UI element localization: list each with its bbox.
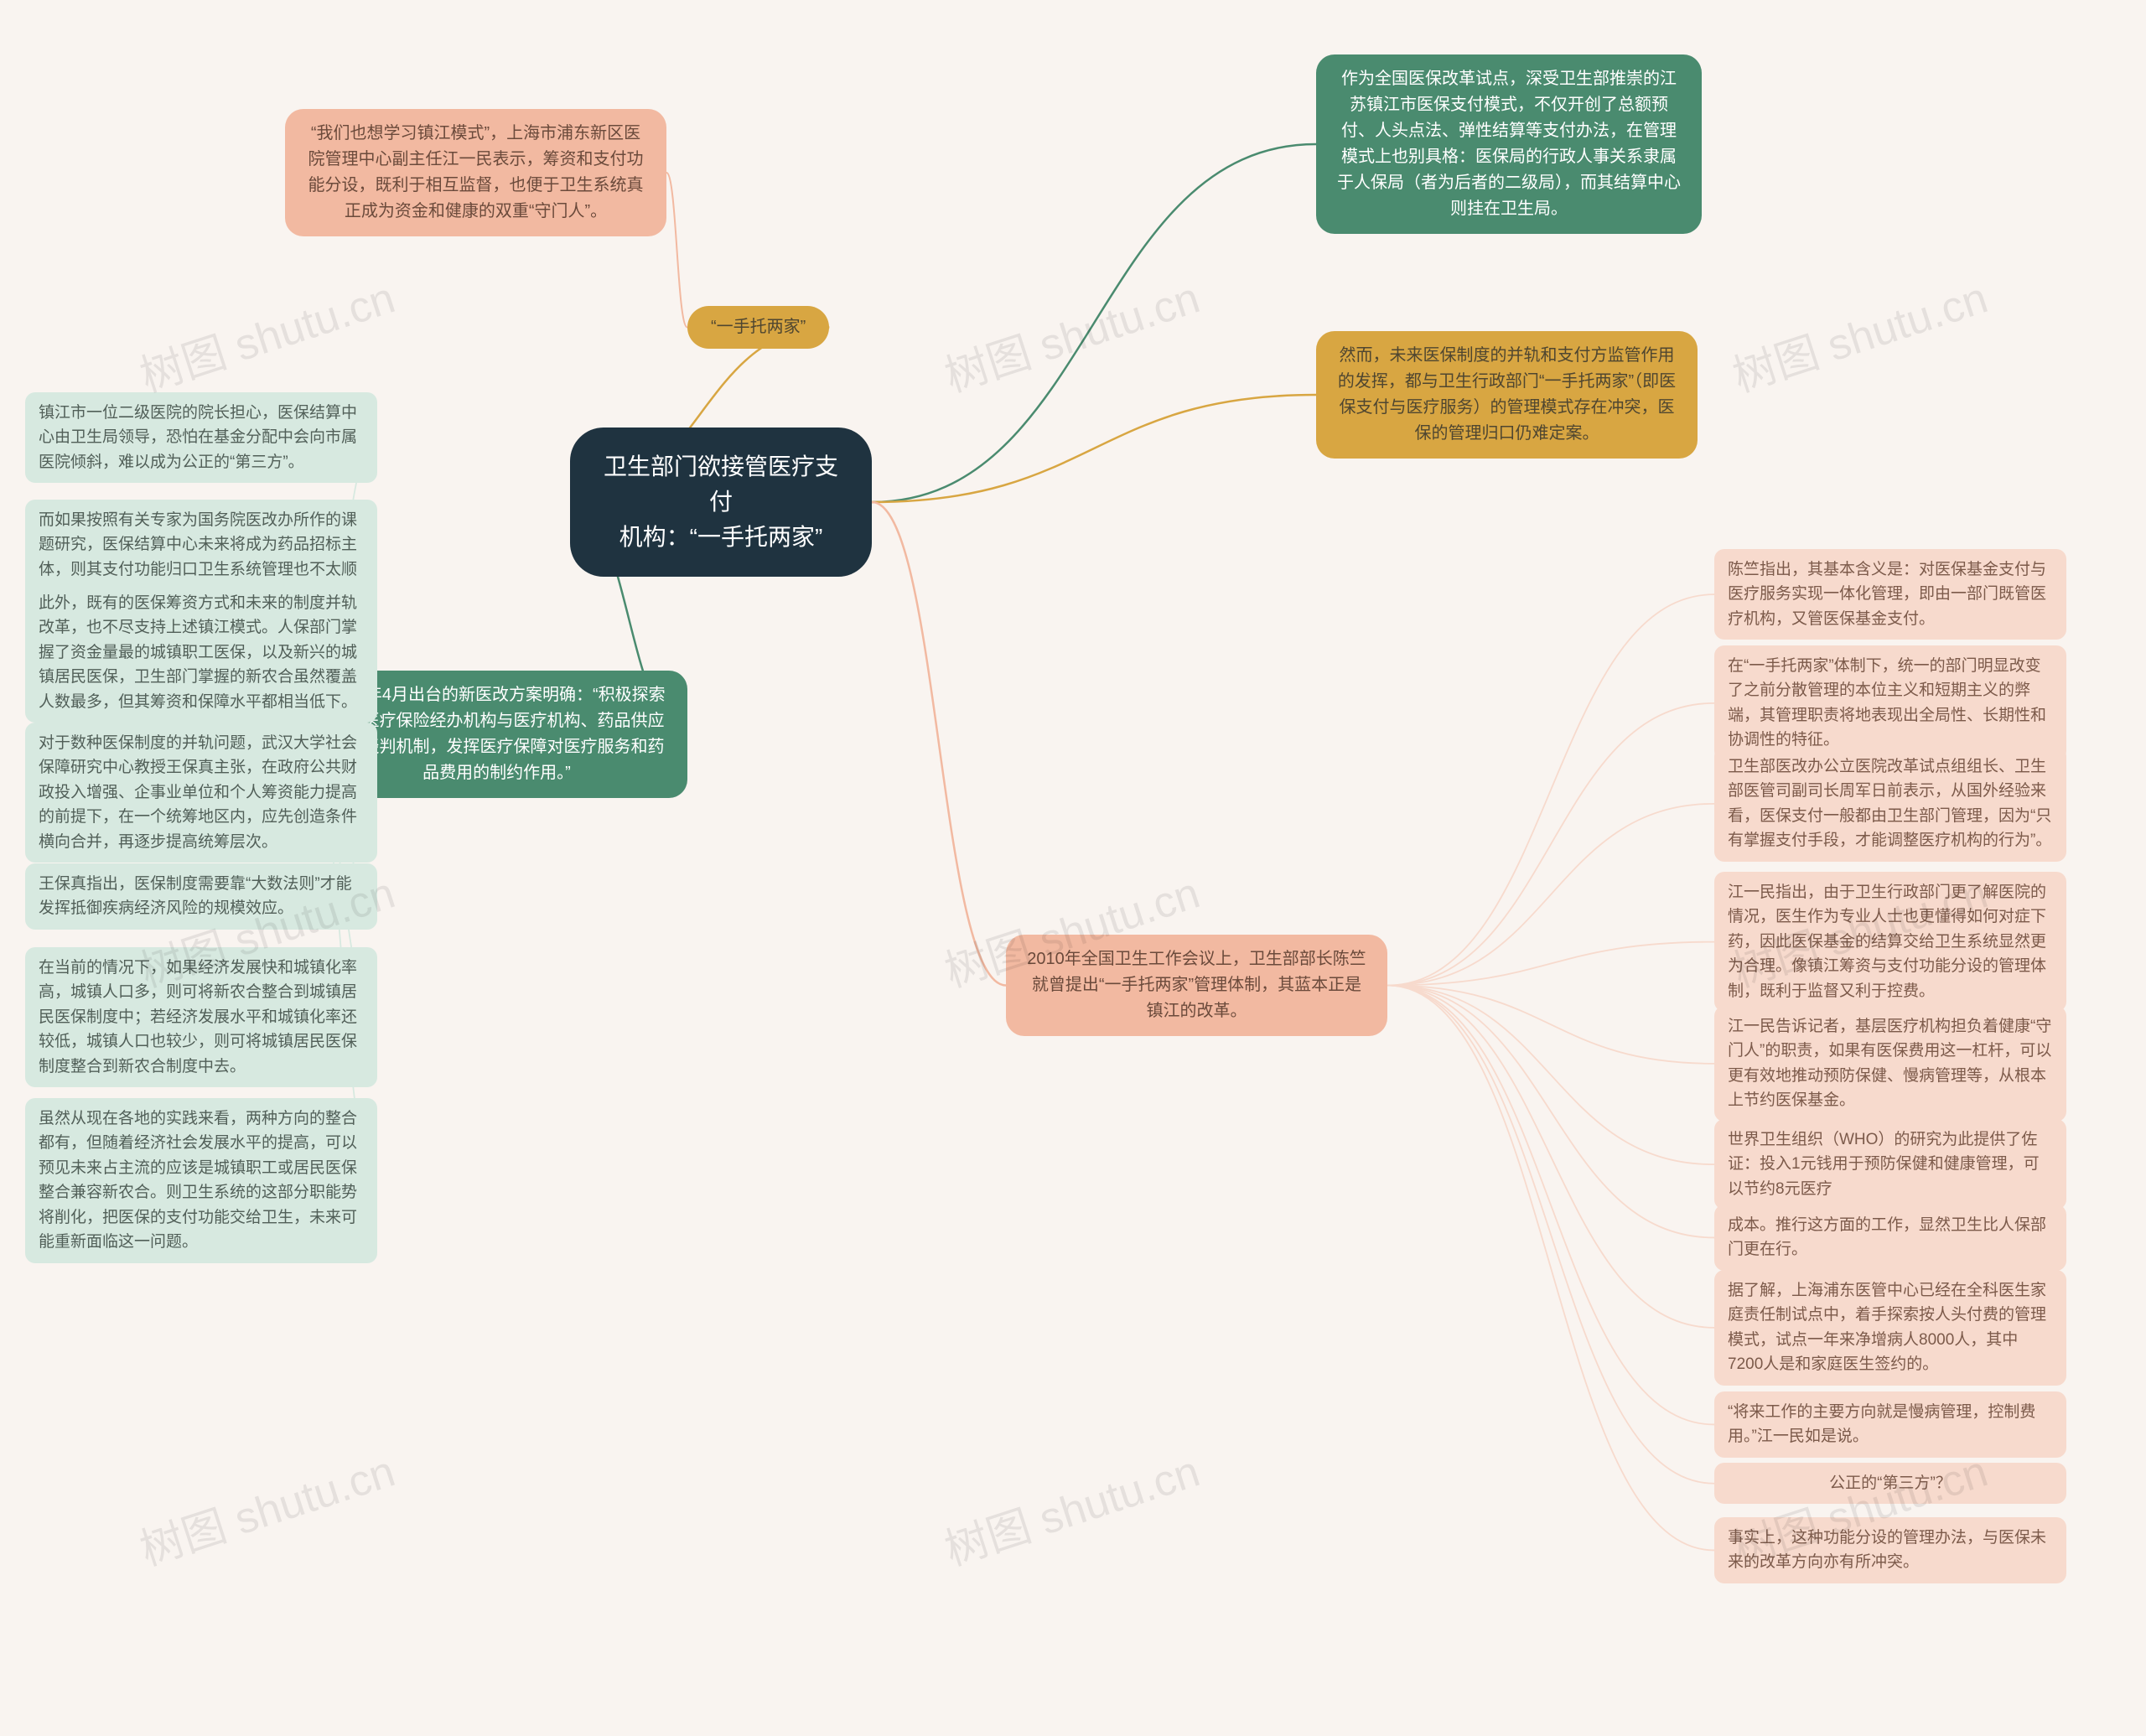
watermark: 树图 shutu.cn xyxy=(131,262,402,404)
right-leaf-1: 在“一手托两家”体制下，统一的部门明显改变了之前分散管理的本位主义和短期主义的弊… xyxy=(1714,645,2066,761)
right-leaf-8: “将来工作的主要方向就是慢病管理，控制费用。”江一民如是说。 xyxy=(1714,1391,2066,1458)
right-leaf-9: 公正的“第三方”？ xyxy=(1714,1463,2066,1504)
right-leaf-4: 江一民告诉记者，基层医疗机构担负着健康“守门人”的职责，如果有医保费用这一杠杆，… xyxy=(1714,1006,2066,1122)
left-leaf-6: 虽然从现在各地的实践来看，两种方向的整合都有，但随着经济社会发展水平的提高，可以… xyxy=(25,1098,377,1263)
watermark: 树图 shutu.cn xyxy=(936,1436,1206,1578)
root-node: 卫生部门欲接管医疗支付 机构：“一手托两家” xyxy=(570,428,872,577)
right-leaf-3: 江一民指出，由于卫生行政部门更了解医院的情况，医生作为专业人士也更懂得如何对症下… xyxy=(1714,872,2066,1012)
right-leaf-6: 成本。推行这方面的工作，显然卫生比人保部门更在行。 xyxy=(1714,1205,2066,1271)
right-leaf-0: 陈竺指出，其基本含义是：对医保基金支付与医疗服务实现一体化管理，即由一部门既管医… xyxy=(1714,549,2066,640)
right-leaf-2: 卫生部医改办公立医院改革试点组组长、卫生部医管司副司长周军日前表示，从国外经验来… xyxy=(1714,746,2066,862)
left-leaf-4: 王保真指出，医保制度需要靠“大数法则”才能发挥抵御疾病经济风险的规模效应。 xyxy=(25,863,377,930)
branch-conflict: 然而，未来医保制度的并轨和支付方监管作用的发挥，都与卫生行政部门“一手托两家”（… xyxy=(1316,331,1698,459)
right-leaf-10: 事实上，这种功能分设的管理办法，与医保未来的改革方向亦有所冲突。 xyxy=(1714,1517,2066,1583)
right-leaf-7: 据了解，上海浦东医管中心已经在全科医生家庭责任制试点中，着手探索按人头付费的管理… xyxy=(1714,1270,2066,1386)
branch-2010-meeting: 2010年全国卫生工作会议上，卫生部部长陈竺就曾提出“一手托两家”管理体制，其蓝… xyxy=(1006,935,1387,1036)
left-leaf-5: 在当前的情况下，如果经济发展快和城镇化率高，城镇人口多，则可将新农合整合到城镇居… xyxy=(25,947,377,1087)
left-leaf-0: 镇江市一位二级医院的院长担心，医保结算中心由卫生局领导，恐怕在基金分配中会向市属… xyxy=(25,392,377,483)
branch-tag-one-hand: “一手托两家” xyxy=(687,306,829,349)
mindmap-canvas: 卫生部门欲接管医疗支付 机构：“一手托两家” 作为全国医保改革试点，深受卫生部推… xyxy=(0,0,2146,1736)
left-leaf-3: 对于数种医保制度的并轨问题，武汉大学社会保障研究中心教授王保真主张，在政府公共财… xyxy=(25,723,377,863)
watermark: 树图 shutu.cn xyxy=(936,262,1206,404)
branch-zhenjiang-model: 作为全国医保改革试点，深受卫生部推崇的江苏镇江市医保支付模式，不仅开创了总额预付… xyxy=(1316,54,1702,234)
watermark: 树图 shutu.cn xyxy=(1724,262,1994,404)
right-leaf-5: 世界卫生组织（WHO）的研究为此提供了佐证：投入1元钱用于预防保健和健康管理，可… xyxy=(1714,1119,2066,1210)
node-shanghai-pudong: “我们也想学习镇江模式”，上海市浦东新区医院管理中心副主任江一民表示，筹资和支付… xyxy=(285,109,666,236)
watermark: 树图 shutu.cn xyxy=(131,1436,402,1578)
left-leaf-2: 此外，既有的医保筹资方式和未来的制度并轨改革，也不尽支持上述镇江模式。人保部门掌… xyxy=(25,583,377,723)
